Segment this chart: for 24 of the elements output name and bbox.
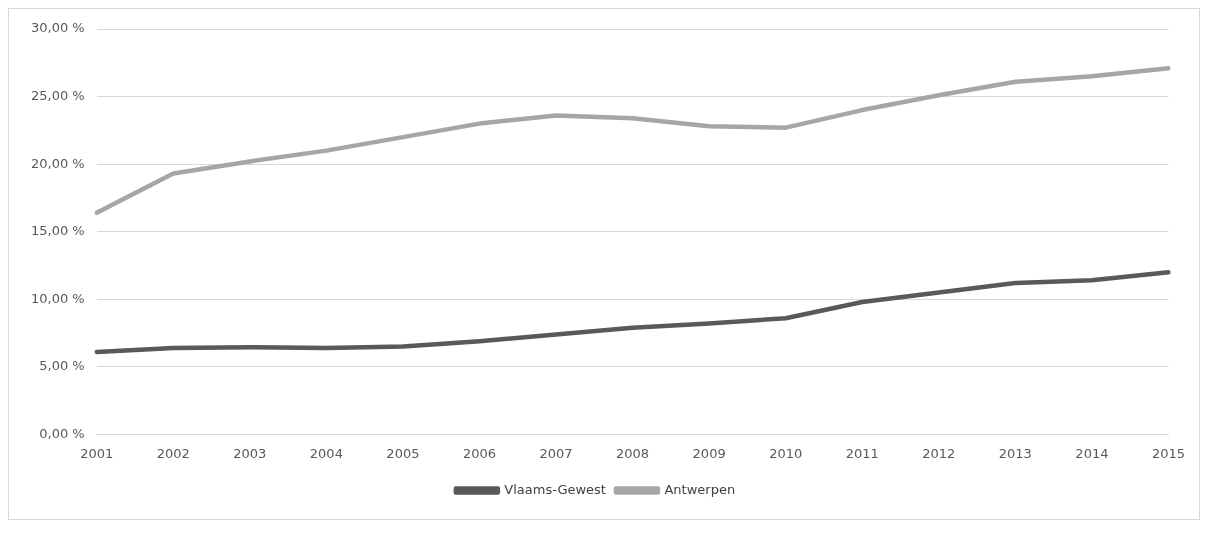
y-tick-label: 10,00 % xyxy=(31,290,85,306)
x-tick-label: 2012 xyxy=(922,445,956,461)
legend-label: Antwerpen xyxy=(664,481,736,497)
x-tick-label: 2010 xyxy=(769,445,803,461)
y-tick-label: 20,00 % xyxy=(31,155,85,171)
x-tick-label: 2002 xyxy=(156,445,190,461)
x-tick-label: 2008 xyxy=(616,445,650,461)
x-tick-label: 2003 xyxy=(233,445,267,461)
x-tick-label: 2014 xyxy=(1075,445,1109,461)
x-tick-label: 2007 xyxy=(539,445,573,461)
x-tick-label: 2005 xyxy=(386,445,420,461)
y-tick-label: 5,00 % xyxy=(39,358,85,374)
x-tick-label: 2011 xyxy=(845,445,879,461)
x-tick-label: 2006 xyxy=(462,445,497,461)
y-tick-label: 0,00 % xyxy=(39,425,85,441)
x-tick-label: 2009 xyxy=(692,445,726,461)
legend-label: Vlaams-Gewest xyxy=(504,481,606,497)
y-tick-label: 15,00 % xyxy=(31,223,85,239)
x-tick-label: 2015 xyxy=(1151,445,1185,461)
y-tick-label: 30,00 % xyxy=(31,20,85,36)
y-tick-label: 25,00 % xyxy=(31,87,85,103)
x-tick-label: 2004 xyxy=(309,445,343,461)
x-tick-label: 2013 xyxy=(998,445,1032,461)
x-tick-label: 2001 xyxy=(80,445,114,461)
